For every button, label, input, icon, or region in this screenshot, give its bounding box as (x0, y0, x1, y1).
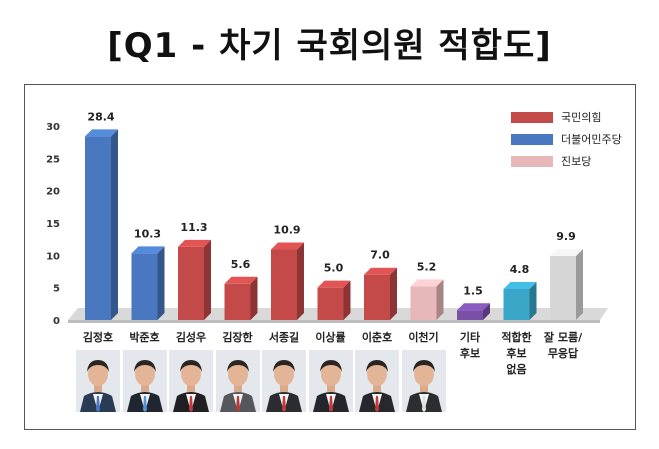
y-tick-label: 20 (46, 187, 60, 198)
data-label: 5.0 (324, 262, 344, 275)
bar (85, 136, 111, 320)
data-label: 10.3 (134, 227, 161, 240)
candidate-photo (122, 350, 167, 412)
bar-side (529, 281, 537, 320)
bar-side (111, 129, 118, 320)
bar-top (131, 246, 165, 254)
candidate-photo (169, 350, 213, 412)
bar (131, 253, 158, 320)
chart-frame (24, 84, 636, 430)
bar-top (503, 281, 537, 289)
bar (271, 249, 297, 320)
bar (457, 310, 483, 320)
data-label: 11.3 (180, 221, 207, 234)
y-tick-label: 30 (46, 122, 60, 133)
bar-side (204, 239, 211, 320)
bar-side (297, 242, 304, 320)
data-label: 10.9 (273, 224, 300, 237)
data-label: 4.8 (510, 263, 530, 276)
bar-top (317, 280, 351, 288)
legend-label: 국민의힘 (561, 111, 602, 124)
category-label: 이상률 (315, 331, 346, 344)
category-label: 김장한 (222, 331, 253, 344)
bar-top (410, 279, 444, 287)
bar-side (157, 246, 165, 320)
bar-side (436, 279, 444, 320)
y-tick-label: 15 (46, 219, 60, 230)
bar-side (390, 267, 397, 320)
legend-swatch (511, 133, 553, 145)
category-label: 적합한 후보 없음 (501, 331, 532, 376)
category-label: 이천기 (408, 331, 439, 344)
legend-item-progressive: 진보당 (511, 150, 622, 172)
y-tick-label: 5 (53, 284, 60, 295)
candidate-photo (355, 350, 399, 412)
candidate-photo (215, 350, 260, 412)
category-label: 김성우 (175, 331, 207, 344)
legend-item-ppp: 국민의힘 (511, 106, 622, 128)
candidate-photo (401, 350, 446, 412)
bar-side (250, 276, 258, 320)
bar (178, 246, 204, 320)
legend-swatch (511, 155, 553, 167)
legend: 국민의힘 더불어민주당 진보당 (511, 106, 622, 172)
legend-item-dp: 더불어민주당 (511, 128, 622, 150)
data-label: 9.9 (556, 230, 576, 243)
bar-top (178, 239, 211, 247)
legend-label: 더불어민주당 (561, 133, 622, 146)
bar (364, 274, 390, 320)
candidate-photo (262, 350, 306, 412)
bar-top (550, 248, 583, 256)
bar-top (271, 242, 304, 250)
bar-side (343, 280, 351, 320)
data-label: 1.5 (463, 284, 483, 297)
category-label: 기타 후보 (459, 331, 481, 360)
bar-top (85, 129, 118, 137)
category-label: 김정호 (82, 331, 114, 344)
page-title: [Q1 - 차기 국회의원 적합도] (107, 26, 552, 66)
bar-top (457, 303, 490, 311)
candidate-photo (308, 350, 353, 412)
bar (317, 287, 344, 320)
category-label: 서종길 (268, 331, 300, 344)
category-label: 박준호 (129, 331, 160, 344)
bar (410, 286, 437, 320)
y-tick-label: 25 (46, 154, 60, 165)
legend-label: 진보당 (561, 155, 592, 168)
data-label: 5.2 (417, 260, 437, 273)
legend-swatch (511, 111, 553, 123)
data-label: 5.6 (231, 258, 251, 271)
bar-top (224, 276, 258, 284)
data-label: 7.0 (370, 249, 390, 262)
bar-side (483, 303, 490, 320)
y-tick-label: 0 (53, 316, 60, 327)
category-label: 이춘호 (361, 331, 393, 344)
candidate-photo (76, 350, 120, 412)
bar (503, 288, 530, 320)
chart-floor-edge (68, 320, 600, 323)
category-label: 잘 모름/ 무응답 (543, 331, 583, 360)
bar (224, 283, 251, 320)
data-label: 28.4 (87, 110, 114, 123)
bar (550, 255, 576, 320)
y-tick-label: 10 (46, 251, 60, 262)
bar-side (576, 248, 583, 320)
bar-top (364, 267, 397, 275)
